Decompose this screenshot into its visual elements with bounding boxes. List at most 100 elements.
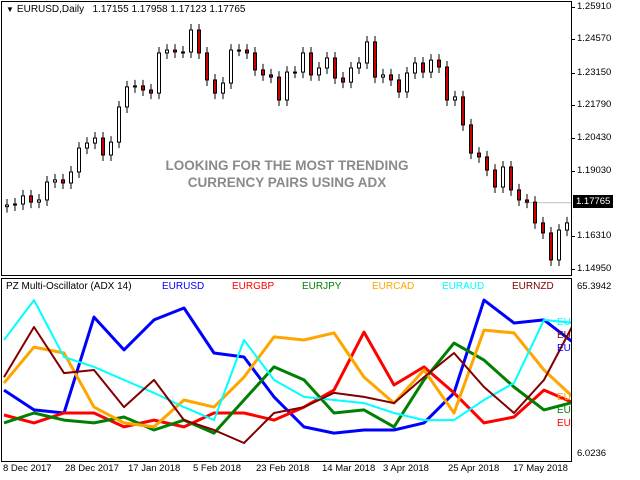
candle-body [197, 29, 201, 54]
time-axis-label: 23 Feb 2018 [256, 463, 310, 474]
time-axis-label: 28 Dec 2017 [65, 463, 119, 474]
candle-body [357, 62, 361, 69]
oscillator-title: PZ Multi-Oscillator (ADX 14) [6, 281, 132, 292]
low-value: 1.17123 [170, 4, 207, 15]
candle [21, 189, 25, 211]
candle [565, 216, 569, 237]
candle [277, 71, 281, 107]
candle [429, 54, 433, 79]
candle-body [85, 142, 89, 149]
oscillator-min-label: 6.0236 [577, 448, 607, 459]
oscillator-line-eurjpy [3, 341, 571, 435]
candle [149, 83, 153, 100]
candle [29, 189, 33, 209]
candle [357, 56, 361, 75]
end-label-eurusd: EURUSD [557, 343, 571, 355]
collapse-triangle-icon[interactable]: ▼ [6, 5, 14, 14]
candle-body [341, 77, 345, 83]
candle-body [5, 204, 9, 208]
time-axis-label: 17 May 2018 [513, 463, 568, 474]
candle-body [453, 96, 457, 101]
candle [533, 196, 537, 229]
candle-body [109, 141, 113, 156]
candle-body [381, 74, 385, 78]
candle [477, 147, 481, 163]
legend-eurusd: EURUSD [162, 281, 205, 292]
candle [485, 150, 489, 177]
price-axis-tick [572, 171, 575, 173]
candle [5, 198, 9, 213]
price-axis-label: 1.21790 [577, 99, 612, 111]
candle-body [565, 222, 569, 231]
price-axis-tick [572, 72, 575, 74]
price-axis-tick [572, 105, 575, 107]
candle [405, 67, 409, 98]
candle-body [125, 86, 129, 108]
price-axis-label: 1.24570 [577, 33, 612, 45]
end-label-eurnzd: EURNZD [557, 330, 571, 342]
price-axis-label: 1.19030 [577, 165, 612, 177]
time-axis-label: 17 Jan 2018 [128, 463, 181, 474]
candle [157, 46, 161, 100]
symbol-timeframe: EURUSD,Daily [16, 4, 85, 15]
price-axis-label: 1.23150 [577, 66, 612, 78]
price-axis-tick [572, 138, 575, 139]
candle-body [549, 232, 553, 261]
price-chart-panel[interactable]: ▼ EURUSD,Daily 1.17155 1.17958 1.17123 1.… [1, 1, 572, 276]
candle [509, 160, 513, 196]
candle-body [389, 74, 393, 81]
price-chart-canvas [5, 23, 571, 266]
candle [261, 63, 265, 81]
overlay-line-2: CURRENCY PAIRS USING ADX [187, 175, 387, 190]
price-axis-label: 1.20430 [577, 132, 612, 143]
candle [525, 193, 529, 209]
chart-header: ▼ EURUSD,Daily 1.17155 1.17958 1.17123 1.… [6, 4, 245, 15]
candle [445, 61, 449, 107]
candle-body [525, 199, 529, 203]
candle-body [149, 89, 153, 94]
candle [557, 224, 561, 266]
candle [285, 66, 289, 107]
candle [133, 79, 137, 93]
candle-body [485, 156, 489, 171]
candle-body [405, 72, 409, 93]
candle [317, 62, 321, 81]
current-price-label: 1.17765 [573, 194, 614, 208]
candle-body [221, 82, 225, 94]
time-axis-label: 14 Mar 2018 [322, 463, 376, 474]
candle-body [333, 57, 337, 79]
candle-body [309, 52, 313, 76]
candle-body [501, 166, 505, 188]
legend-eurgbp: EURGBP [232, 281, 275, 292]
time-axis-label: 25 Apr 2018 [448, 463, 500, 474]
candle-body [373, 41, 377, 78]
candle-body [533, 201, 537, 224]
candle [61, 173, 65, 189]
candle-body [269, 74, 273, 78]
candle-body [21, 195, 25, 205]
candle-body [429, 59, 433, 73]
candle-body [37, 199, 41, 203]
candle-body [61, 179, 65, 184]
candle-body [365, 41, 369, 64]
candle [341, 72, 345, 89]
oscillator-line-euraud [3, 299, 571, 422]
candle-body [101, 137, 105, 156]
oscillator-max-label: 65.3942 [577, 281, 612, 292]
candle-body [165, 49, 169, 54]
candle-body [93, 137, 97, 144]
candle-body [293, 71, 297, 74]
candle-body [77, 147, 81, 173]
candle-body [69, 171, 73, 184]
candle [117, 100, 121, 149]
candle [373, 35, 377, 84]
candle-body [189, 29, 193, 53]
candle [549, 226, 553, 266]
legend-eurjpy: EURJPY [302, 281, 342, 292]
oscillator-panel[interactable]: PZ Multi-Oscillator (ADX 14) EURUSD EURGB… [1, 278, 572, 462]
candle [413, 56, 417, 80]
price-axis-tick [572, 236, 575, 238]
candle-body [493, 169, 497, 188]
candle [269, 68, 273, 84]
candle [181, 45, 185, 58]
